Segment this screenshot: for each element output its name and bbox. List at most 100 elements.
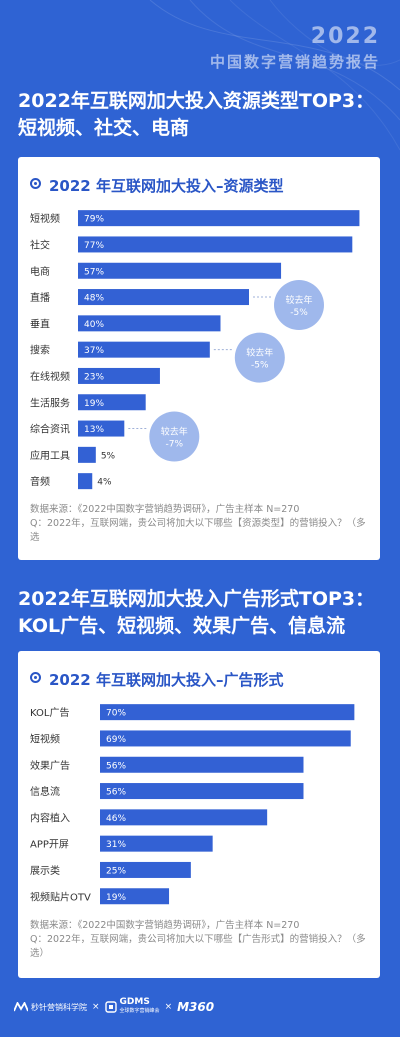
- value-label: 48%: [84, 294, 104, 304]
- bar: [100, 704, 355, 721]
- brand-subtitle: 中国数字营销趋势报告: [209, 53, 380, 71]
- value-label: 56%: [106, 761, 126, 771]
- chart2-title-text: 2022 年互联网加大投入–广告形式: [49, 671, 284, 689]
- footer-sep1: ×: [92, 1002, 100, 1012]
- category-label: KOL广告: [30, 706, 69, 719]
- chart1-notes: 数据来源：《2022中国数字营销趋势调研》，广告主样本 N=270 Q：2022…: [30, 503, 372, 545]
- bar: [78, 315, 221, 332]
- report-brand: 2022 中国数字营销趋势报告: [210, 24, 380, 72]
- category-label: APP开屏: [30, 839, 69, 851]
- category-label: 生活服务: [30, 396, 70, 409]
- value-label: 77%: [84, 241, 104, 251]
- section1-heading-line1: 2022年互联网加大投入资源类型TOP3：: [18, 90, 375, 112]
- bar: [78, 289, 249, 306]
- value-label: 5%: [101, 451, 116, 461]
- value-label: 57%: [84, 267, 104, 277]
- footer-org2: GDMS: [119, 997, 150, 1007]
- footer-org2-sub: 全球数字营销峰会: [119, 1008, 160, 1014]
- category-label: 电商: [30, 265, 50, 278]
- annotation-text: 较去年: [246, 347, 273, 359]
- value-label: 13%: [84, 425, 104, 435]
- target-icon: [30, 178, 41, 189]
- value-label: 23%: [84, 372, 104, 382]
- category-label: 综合资讯: [30, 423, 70, 436]
- miaozhen-logo-icon: [14, 1002, 28, 1012]
- chart2-question: Q：2022年，互联网端，贵公司将加大以下哪些【广告形式】的营销投入？（多选）: [30, 934, 366, 959]
- category-label: 垂直: [30, 317, 50, 330]
- chart1-source: 数据来源：《2022中国数字营销趋势调研》，广告主样本 N=270: [30, 504, 300, 515]
- category-label: 在线视频: [30, 370, 70, 383]
- annotation-bubble: [274, 280, 324, 331]
- value-label: 19%: [84, 399, 104, 409]
- bar: [100, 730, 351, 747]
- gdms-logo-icon: [104, 1001, 117, 1013]
- chart2-notes: 数据来源：《2022中国数字营销趋势调研》，广告主样本 N=270 Q：2022…: [30, 919, 372, 961]
- footer-org1: 秒针营销科学院: [31, 1002, 87, 1012]
- annotation-text: 较去年: [285, 294, 312, 306]
- target-icon: [30, 672, 41, 683]
- section1-heading: 2022年互联网加大投入资源类型TOP3： 短视频、社交、电商: [18, 88, 388, 142]
- category-label: 社交: [30, 238, 50, 251]
- ad-format-card: 2022 年互联网加大投入–广告形式 KOL广告 70% 短视频 69% 效果广告 56%…: [18, 651, 380, 978]
- value-label: 46%: [106, 814, 126, 824]
- value-label: 56%: [106, 788, 126, 798]
- category-label: 视频贴片OTV: [30, 890, 91, 903]
- section2-heading-line1: 2022年互联网加大投入广告形式TOP3：: [18, 588, 375, 610]
- value-label: 4%: [97, 478, 112, 488]
- bar: [78, 210, 360, 227]
- bar: [78, 236, 353, 253]
- value-label: 69%: [106, 735, 126, 745]
- category-label: 短视频: [30, 212, 60, 225]
- bar: [78, 420, 125, 437]
- value-label: 31%: [106, 840, 126, 850]
- bar: [100, 861, 191, 878]
- value-label: 19%: [106, 893, 126, 903]
- chart1-question: Q：2022年，互联网端，贵公司将加大以下哪些【资源类型】的营销投入？（多选: [30, 518, 366, 543]
- bar: [100, 809, 268, 826]
- annotation-bubble: [149, 411, 200, 462]
- value-label: 70%: [106, 709, 126, 719]
- footer-logos: 秒针营销科学院 × GDMS 全球数字营销峰会 × M360: [14, 998, 215, 1016]
- category-label: 展示类: [30, 864, 60, 877]
- chart2-title: 2022 年互联网加大投入–广告形式: [30, 669, 283, 690]
- resource-type-card: 2022 年互联网加大投入–资源类型 短视频 79% 社交 77% 电商 57% 直播 48%…: [18, 157, 380, 560]
- value-label: 79%: [84, 215, 104, 225]
- category-label: 效果广告: [30, 759, 70, 772]
- value-label: 37%: [84, 346, 104, 356]
- footer-org2-group: GDMS 全球数字营销峰会: [120, 998, 160, 1016]
- bar: [78, 262, 282, 279]
- annotation-text: 较去年: [161, 426, 188, 438]
- brand-year: 2022: [310, 24, 380, 49]
- category-label: 直播: [30, 291, 50, 304]
- bar: [78, 394, 146, 411]
- chart2-source: 数据来源：《2022中国数字营销趋势调研》，广告主样本 N=270: [30, 920, 300, 931]
- bar: [100, 783, 304, 800]
- footer-sep2: ×: [164, 1002, 173, 1012]
- chart1-title-text: 2022 年互联网加大投入–资源类型: [49, 177, 284, 195]
- bar: [100, 888, 170, 905]
- section2-heading: 2022年互联网加大投入广告形式TOP3： KOL广告、短视频、效果广告、信息流: [18, 586, 388, 640]
- value-label: 25%: [106, 866, 126, 876]
- footer-org3: M360: [177, 1000, 215, 1014]
- chart1-bar-chart: 短视频 79% 社交 77% 电商 57% 直播 48% 垂直 40% 搜索 37% 在线视频 23% 生活…: [30, 210, 360, 490]
- category-label: 应用工具: [30, 449, 70, 462]
- annotation-value: -7%: [166, 440, 184, 450]
- bar: [78, 367, 160, 384]
- category-label: 信息流: [30, 785, 60, 798]
- category-label: 搜索: [30, 344, 50, 357]
- bar: [78, 473, 93, 490]
- bar: [100, 835, 213, 852]
- category-label: 音频: [30, 475, 50, 488]
- bar: [78, 446, 96, 463]
- section1-heading-line2: 短视频、社交、电商: [18, 117, 190, 139]
- chart1-title: 2022 年互联网加大投入–资源类型: [30, 175, 283, 196]
- value-label: 40%: [84, 320, 104, 330]
- category-label: 短视频: [30, 732, 60, 745]
- chart2-bar-chart: KOL广告 70% 短视频 69% 效果广告 56% 信息流 56% 内容植入 46% APP开屏 3…: [30, 704, 355, 905]
- section2-heading-line2: KOL广告、短视频、效果广告、信息流: [18, 615, 346, 637]
- annotation-value: -5%: [251, 361, 269, 371]
- bar: [100, 756, 304, 773]
- category-label: 内容植入: [30, 811, 70, 824]
- bar: [78, 341, 210, 358]
- annotation-value: -5%: [290, 308, 308, 318]
